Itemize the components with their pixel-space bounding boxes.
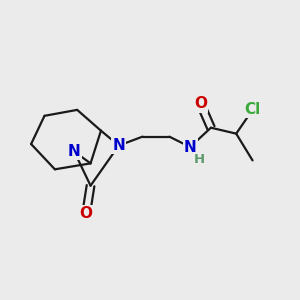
Text: O: O	[194, 96, 207, 111]
Text: N: N	[112, 138, 125, 153]
Text: Cl: Cl	[244, 102, 261, 117]
Text: N: N	[184, 140, 196, 154]
Text: N: N	[68, 144, 81, 159]
Text: O: O	[80, 206, 93, 221]
Text: H: H	[194, 153, 205, 166]
